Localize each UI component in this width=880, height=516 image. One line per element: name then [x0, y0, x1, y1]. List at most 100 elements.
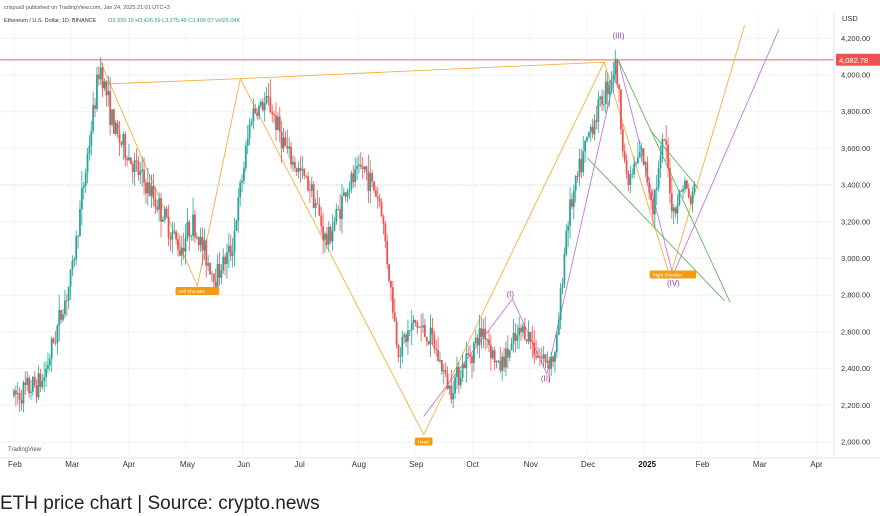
candle-body [672, 207, 675, 212]
pattern-tag-label: Right Shoulder [653, 272, 683, 277]
candle-body [682, 189, 685, 192]
candle-body [129, 157, 132, 165]
candle-body [188, 221, 191, 237]
candle-body [489, 344, 492, 359]
candle-body [439, 360, 441, 362]
candle-body [254, 108, 257, 113]
candle-body [397, 345, 400, 357]
candle-body [663, 139, 666, 141]
candle-body [39, 373, 42, 387]
candle-body [314, 203, 317, 208]
candle-body [689, 197, 692, 204]
candle-body [43, 377, 46, 382]
candle-body [284, 137, 287, 147]
candle-body [603, 104, 605, 105]
candle-body [13, 390, 15, 397]
candle-body [542, 354, 545, 359]
price-chart[interactable]: 4,082.78 4,200.00 4,000.00 3,800.00 3,600.0… [0, 0, 880, 488]
candle-body [486, 339, 489, 341]
wave-label: (II) [541, 374, 551, 383]
candle-body [546, 360, 549, 363]
candle-body [182, 247, 185, 252]
candle-body [37, 373, 40, 398]
candle-body [47, 365, 49, 369]
candle-body [516, 335, 519, 341]
candle-body [273, 114, 276, 116]
candle-body [344, 192, 347, 197]
candle-body [642, 148, 645, 165]
resistance-line: 4,082.78 [0, 53, 880, 186]
candle-body [205, 240, 208, 266]
candle-body [437, 349, 439, 362]
candle-body [493, 350, 496, 363]
candle-body [201, 236, 204, 251]
candle-body [482, 328, 485, 337]
candle-body [50, 338, 53, 359]
candle-body [299, 167, 302, 171]
candle-body [535, 355, 538, 358]
candle-body [122, 133, 125, 145]
candle-body [295, 168, 298, 172]
x-tick-label: Aug [352, 460, 366, 469]
tradingview-watermark: TradingView [8, 447, 42, 453]
candle-body [69, 269, 72, 287]
candle-body [593, 120, 596, 135]
candle-body [163, 208, 166, 220]
elliott-wave [423, 28, 780, 417]
candle-body [103, 81, 106, 89]
candle-body [173, 231, 176, 233]
candle-body [126, 158, 128, 161]
symbol-title: Ethereum / U.S. Dollar, 1D, BINANCE [4, 18, 97, 24]
candle-body [158, 198, 161, 210]
candle-body [192, 214, 194, 236]
candle-body [222, 256, 225, 271]
candle-body [152, 185, 155, 199]
candle-body [30, 391, 32, 393]
candle-body [555, 335, 558, 353]
candle-body [371, 173, 374, 182]
candle-body [20, 400, 23, 404]
candle-body [533, 342, 536, 356]
candle-body [599, 96, 602, 100]
candle-body [256, 112, 259, 116]
candle-body [263, 103, 266, 111]
candle-body [137, 161, 140, 176]
candle-body [65, 300, 68, 302]
candle-body [96, 74, 98, 109]
candle-body [258, 105, 260, 116]
candle-body [569, 199, 571, 226]
candle-body [529, 332, 532, 342]
x-tick-label: Feb [8, 460, 22, 469]
candle-body [165, 208, 168, 217]
channel-upper [618, 60, 731, 303]
candle-body [48, 358, 51, 366]
candle-body [186, 221, 189, 239]
x-tick-label: Jun [237, 460, 250, 469]
candle-body [356, 166, 358, 170]
candle-body [597, 99, 600, 122]
pattern-tag [649, 270, 697, 279]
candle-body [669, 167, 671, 194]
candle-body [567, 225, 570, 231]
candle-body [550, 356, 553, 369]
candle-body [431, 327, 434, 335]
candle-body [414, 319, 417, 323]
candle-body [218, 263, 221, 278]
candle-body [499, 360, 502, 371]
candle-body [693, 184, 696, 192]
candle-body [286, 146, 289, 149]
candle-body [312, 184, 315, 208]
wave-label: (III) [613, 31, 625, 40]
candle-body [243, 168, 245, 181]
candle-body [241, 180, 243, 183]
candle-body [589, 126, 592, 132]
candle-body [75, 236, 78, 260]
candle-body [278, 116, 281, 132]
candle-body [621, 129, 624, 152]
candle-body [203, 240, 206, 251]
x-tick-label: May [180, 460, 195, 469]
candle-body [227, 245, 230, 253]
candle-body [337, 209, 340, 210]
y-tick-label: 3,200.00 [841, 217, 870, 226]
candle-body [399, 356, 402, 358]
